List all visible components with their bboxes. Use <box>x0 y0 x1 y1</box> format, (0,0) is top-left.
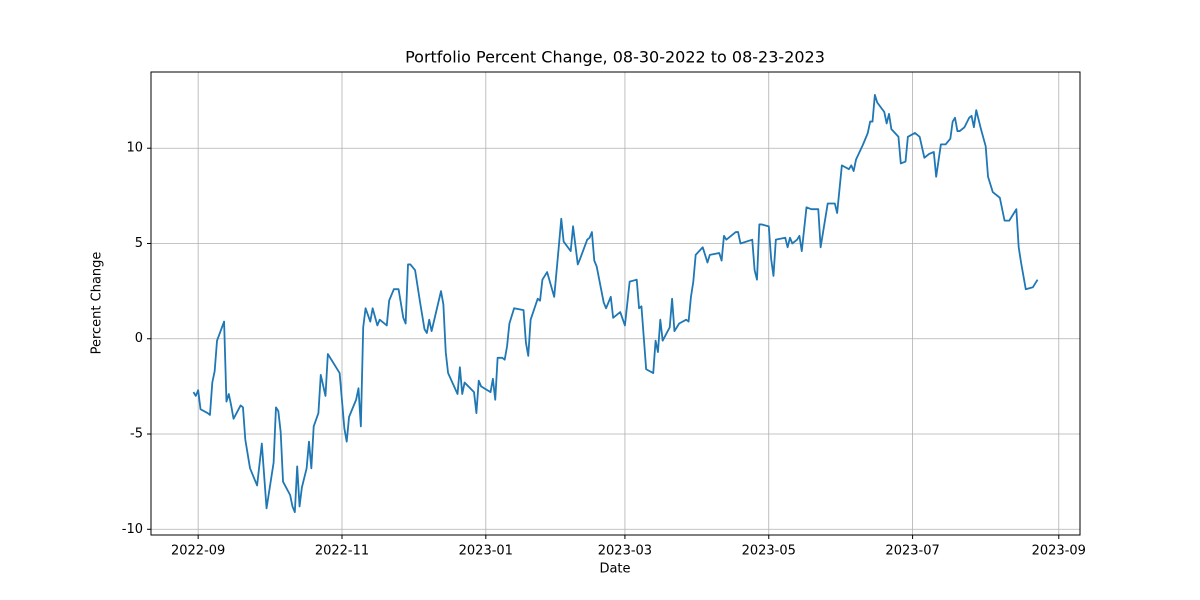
chart-title: Portfolio Percent Change, 08-30-2022 to … <box>405 48 825 67</box>
plot-frame <box>150 71 1081 536</box>
x-tick-label: 2023-05 <box>742 544 796 559</box>
x-tick-label: 2023-07 <box>885 544 939 559</box>
x-tick-label: 2022-09 <box>171 544 225 559</box>
x-tick-label: 2023-01 <box>459 544 513 559</box>
x-tick-label: 2023-03 <box>598 544 652 559</box>
y-tick-label: 0 <box>135 331 143 346</box>
y-tick-label: 5 <box>135 236 143 251</box>
y-tick-label: -10 <box>122 522 143 537</box>
data-line <box>192 93 1039 514</box>
y-tick-label: 10 <box>126 141 143 156</box>
y-tick-label: -5 <box>130 427 143 442</box>
x-tick-label: 2023-09 <box>1032 544 1086 559</box>
y-axis-label: Percent Change <box>90 252 105 355</box>
x-axis-label: Date <box>599 562 630 577</box>
x-tick-label: 2022-11 <box>315 544 369 559</box>
